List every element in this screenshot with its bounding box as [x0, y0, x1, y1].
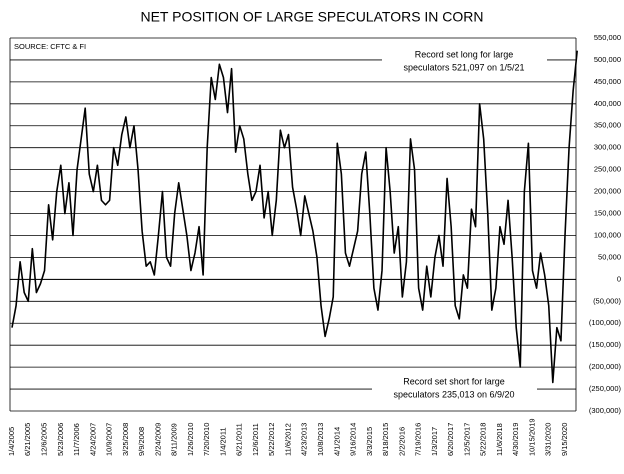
x-tick-label: 5/22/2018	[479, 423, 488, 456]
series-line	[11, 50, 578, 384]
x-tick-label: 8/11/2009	[170, 423, 179, 456]
annotation-bg	[372, 375, 537, 403]
y-tick-label: 250,000	[594, 165, 621, 174]
x-tick-label: 1/4/2011	[218, 427, 227, 456]
x-tick-label: 5/23/2006	[56, 423, 65, 456]
y-tick-label: 200,000	[594, 187, 621, 196]
x-tick-label: 1/4/2005	[7, 427, 16, 456]
x-tick-label: 6/21/2005	[23, 423, 32, 456]
x-tick-label: 2/2/2016	[397, 427, 406, 456]
y-tick-label: 450,000	[594, 77, 621, 86]
x-tick-label: 2/24/2009	[153, 423, 162, 456]
x-tick-label: 11/6/2012	[283, 423, 292, 456]
annotation: speculators 521,097 on 1/5/21	[403, 62, 524, 72]
x-tick-label: 7/20/2010	[202, 423, 211, 456]
x-tick-label: 10/15/2019	[527, 418, 536, 456]
x-tick-label: 12/6/2011	[251, 423, 260, 456]
y-tick-label: 100,000	[594, 230, 621, 239]
annotation: Record set short for large	[403, 376, 505, 386]
x-tick-label: 7/19/2016	[414, 423, 423, 456]
x-tick-label: 5/22/2012	[267, 423, 276, 456]
chart-title: NET POSITION OF LARGE SPECULATORS IN COR…	[140, 9, 483, 25]
source: SOURCE: CFTC & FI	[14, 42, 86, 51]
x-tick-label: 4/24/2007	[88, 423, 97, 456]
x-tick-label: 6/21/2011	[235, 423, 244, 456]
y-tick-label: (300,000)	[589, 406, 622, 415]
x-tick-label: 9/9/2008	[137, 427, 146, 456]
y-tick-label: (200,000)	[589, 362, 622, 371]
x-tick-label: 9/16/2014	[349, 423, 358, 456]
y-tick-label: 300,000	[594, 143, 621, 152]
x-tick-label: 1/26/2010	[186, 423, 195, 456]
y-tick-label: 500,000	[594, 55, 621, 64]
y-tick-label: (250,000)	[589, 384, 622, 393]
annotation: Record set long for large	[415, 49, 514, 59]
x-tick-label: 3/25/2008	[121, 423, 130, 456]
y-tick-label: (50,000)	[593, 296, 621, 305]
x-tick-label: 4/1/2014	[332, 427, 341, 456]
y-tick-label: 50,000	[598, 252, 621, 261]
y-tick-label: (100,000)	[589, 318, 622, 327]
y-tick-label: (150,000)	[589, 340, 622, 349]
x-tick-label: 12/6/2005	[40, 423, 49, 456]
x-tick-label: 3/31/2020	[544, 423, 553, 456]
y-tick-label: 550,000	[594, 33, 621, 42]
x-tick-label: 4/23/2013	[300, 423, 309, 456]
y-tick-label: 150,000	[594, 209, 621, 218]
x-tick-label: 12/5/2017	[462, 423, 471, 456]
x-tick-label: 1/3/2017	[430, 427, 439, 456]
x-tick-label: 11/7/2006	[72, 423, 81, 456]
y-tick-label: 0	[617, 274, 621, 283]
annotation: speculators 235,013 on 6/9/20	[393, 389, 514, 399]
x-tick-label: 4/30/2019	[511, 423, 520, 456]
annotation-bg	[382, 48, 547, 76]
x-tick-label: 8/18/2015	[381, 423, 390, 456]
x-tick-label: 10/8/2013	[316, 423, 325, 456]
y-tick-label: 400,000	[594, 99, 621, 108]
x-tick-label: 10/9/2007	[105, 423, 114, 456]
x-tick-label: 3/3/2015	[365, 427, 374, 456]
y-tick-label: 350,000	[594, 121, 621, 130]
x-tick-label: 9/15/2020	[560, 423, 569, 456]
x-tick-label: 6/20/2017	[446, 423, 455, 456]
x-tick-label: 11/6/2018	[495, 423, 504, 456]
